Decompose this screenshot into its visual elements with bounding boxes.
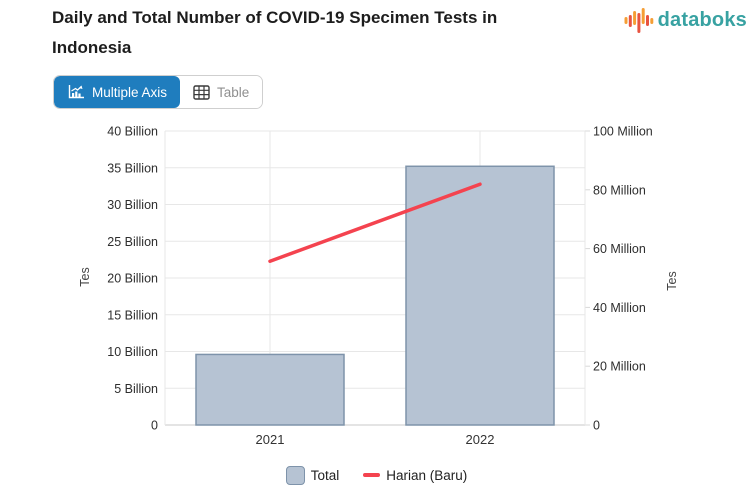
left-axis-tick-label: 25 Billion [107, 235, 158, 249]
total-swatch [285, 465, 305, 485]
bar-total-2022[interactable] [405, 165, 555, 426]
left-axis-tick-label: 15 Billion [107, 308, 158, 322]
chart-title: Daily and Total Number of COVID-19 Speci… [52, 8, 498, 57]
x-axis-label: 2022 [466, 432, 495, 447]
left-axis-tick-label: 35 Billion [107, 161, 158, 175]
x-axis-label: 2021 [256, 432, 285, 447]
bar-total-2021[interactable] [195, 353, 345, 426]
left-axis-tick-label: 40 Billion [107, 125, 158, 139]
chart-canvas[interactable]: 0 5 Billion 10 Billion 15 Billion 20 Billion… [0, 115, 753, 463]
chart-legend: Total Harian (Baru) [0, 462, 753, 488]
left-axis-tick-label: 20 Billion [107, 272, 158, 286]
multiple-axis-icon [68, 85, 84, 99]
multiple-axis-label: Multiple Axis [92, 84, 168, 100]
left-axis-tick-label: 30 Billion [107, 198, 158, 212]
databoks-logo-text: databoks [657, 9, 747, 31]
table-label: Table [217, 84, 250, 100]
legend-label-total: Total [310, 467, 340, 483]
right-axis-tick-label: 20 Million [593, 360, 646, 374]
multiple-axis-button[interactable]: Multiple Axis [54, 76, 181, 108]
harian-swatch [363, 473, 381, 477]
right-axis-tick-label: 40 Million [593, 301, 646, 315]
right-axis-title: Tes [665, 271, 679, 290]
databoks-logo[interactable]: databoks [624, 7, 747, 34]
left-axis-title: Tes [78, 267, 92, 286]
right-axis-tick-label: 0 [593, 419, 600, 433]
line-harian-baru[interactable] [268, 182, 482, 263]
databoks-logo-icon [624, 8, 653, 33]
view-toggle: Multiple Axis Table [53, 75, 264, 109]
right-axis-tick-label: 80 Million [593, 183, 646, 197]
table-icon [193, 84, 210, 100]
table-button[interactable]: Table [180, 76, 263, 108]
right-axis-tick-label: 100 Million [593, 125, 653, 139]
left-axis-tick-label: 5 Billion [114, 382, 158, 396]
legend-label-harian: Harian (Baru) [386, 467, 468, 483]
left-axis-tick-label: 0 [151, 419, 158, 433]
legend-item-harian[interactable]: Harian (Baru) [363, 468, 467, 483]
left-axis-tick-label: 10 Billion [107, 345, 158, 359]
right-axis-tick-label: 60 Million [593, 242, 646, 256]
legend-item-total[interactable]: Total [285, 465, 340, 485]
